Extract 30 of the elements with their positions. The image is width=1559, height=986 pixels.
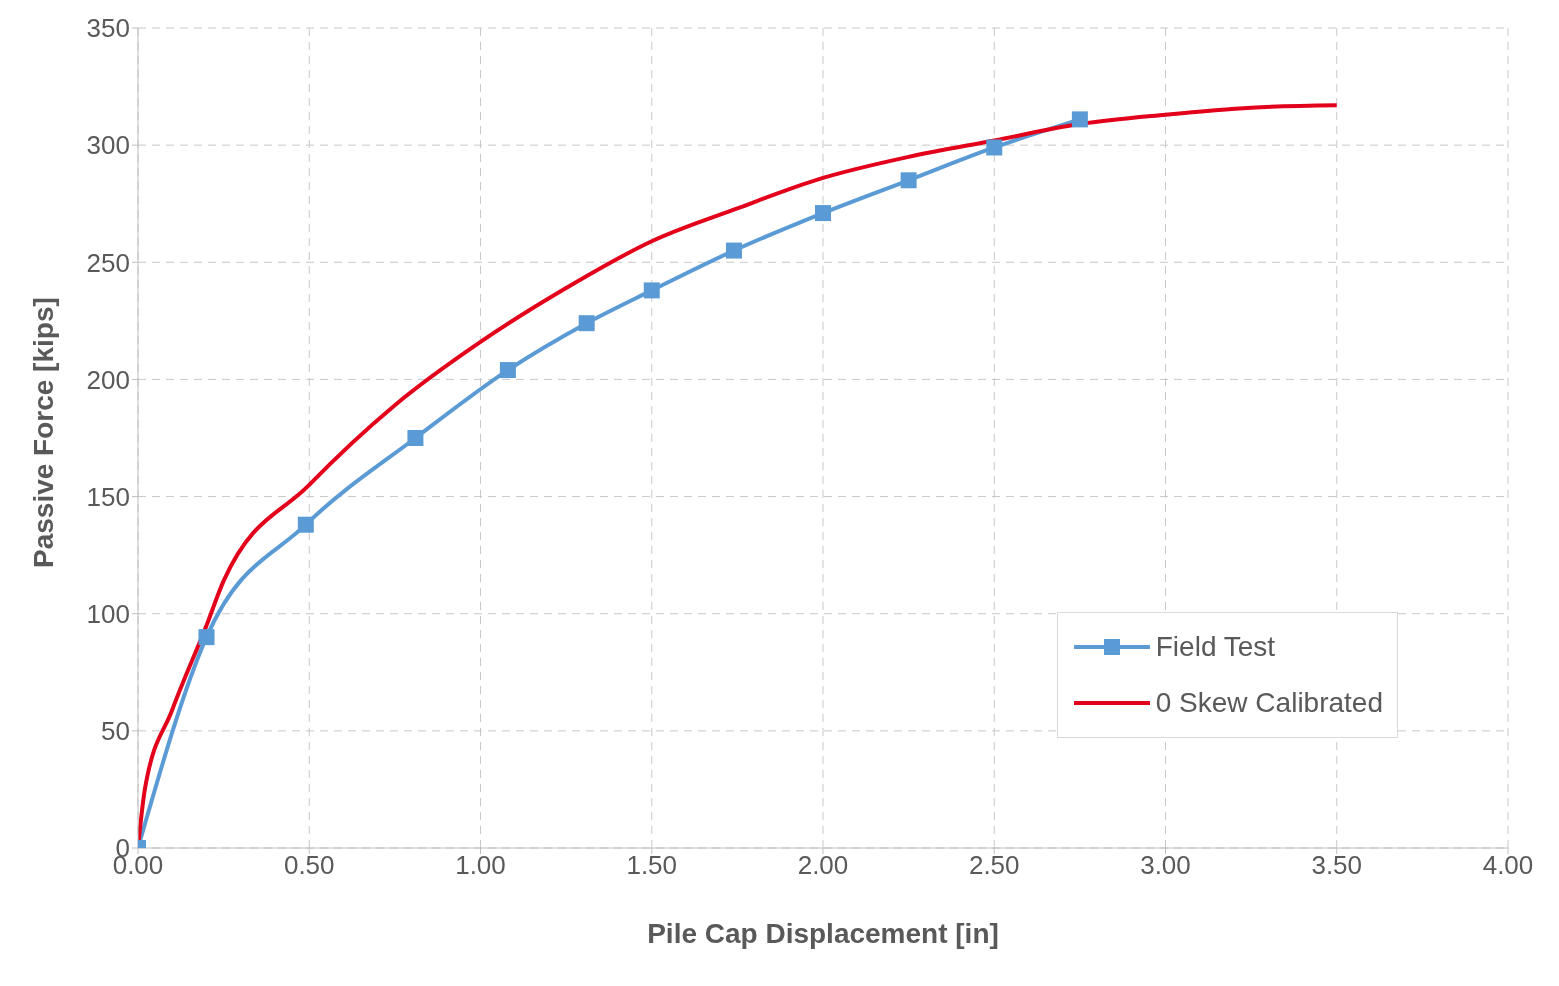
- y-tick-label: 100: [86, 598, 130, 629]
- y-tick-label: 150: [86, 481, 130, 512]
- x-tick-label: 2.00: [797, 850, 849, 881]
- x-tick-label: 2.50: [968, 850, 1020, 881]
- x-tick-label: 1.50: [626, 850, 678, 881]
- y-tick-label: 50: [101, 716, 130, 747]
- x-tick-label: 0.50: [283, 850, 335, 881]
- point: [643, 282, 660, 299]
- x-tick-label: 3.00: [1140, 850, 1191, 881]
- x-tick-label: 1.00: [455, 850, 506, 881]
- x-tick-label: 4.00: [1482, 850, 1534, 881]
- legend-label: 0 Skew Calibrated: [1155, 687, 1383, 719]
- point: [725, 242, 742, 259]
- point: [578, 315, 595, 332]
- y-tick-label: 350: [86, 13, 130, 44]
- point: [198, 629, 215, 646]
- point: [499, 362, 516, 379]
- x-axis-title: Pile Cap Displacement [in]: [647, 918, 999, 949]
- point: [297, 516, 314, 533]
- point: [986, 139, 1003, 156]
- legend-label: Field Test: [1155, 631, 1276, 663]
- y-tick-label: 300: [86, 130, 130, 161]
- point: [407, 430, 424, 446]
- point: [815, 205, 831, 222]
- point: [900, 172, 917, 189]
- y-tick-label: 200: [86, 364, 130, 395]
- y-tick-label: 250: [86, 247, 130, 278]
- y-axis-title: Passive Force [kips]: [27, 297, 59, 568]
- x-tick-label: 3.50: [1311, 850, 1363, 881]
- point: [1071, 111, 1088, 128]
